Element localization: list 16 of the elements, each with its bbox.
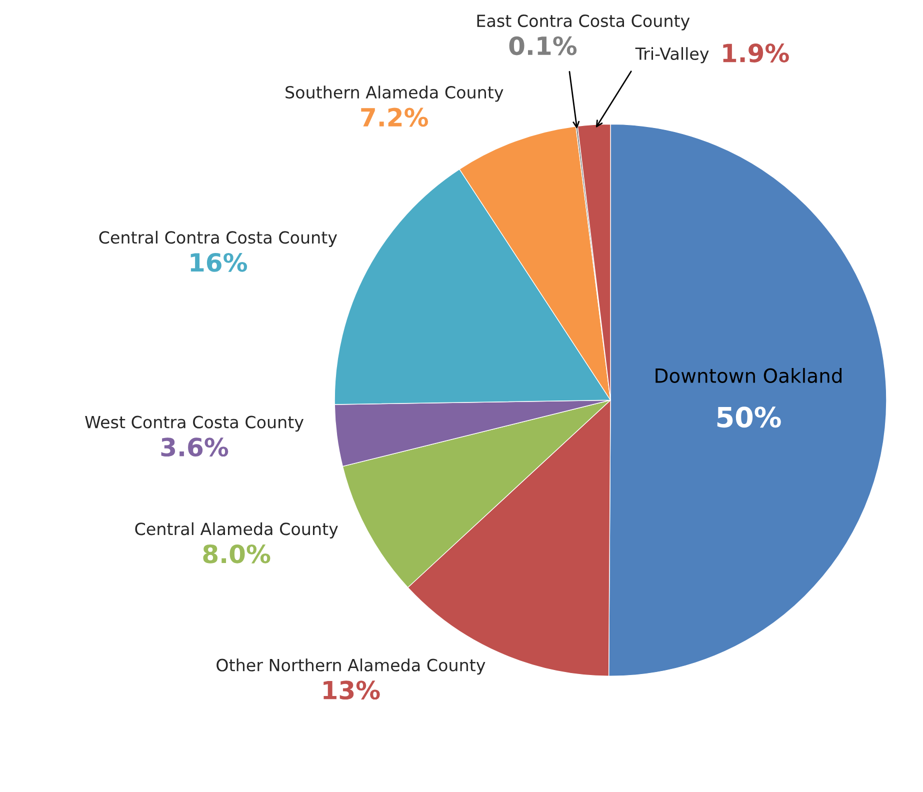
slice-label: Central Alameda County [135, 522, 338, 538]
data-label: 3.6% [161, 438, 228, 457]
data-label: 50% [717, 406, 781, 428]
slice-label: Central Contra Costa County [99, 230, 338, 247]
data-label: 0.1% [509, 36, 577, 56]
data-label: 16% [190, 252, 248, 272]
slice-label: Downtown Oakland [656, 368, 842, 384]
data-label: 7.2% [361, 108, 428, 127]
slice-label: Other Northern Alameda County [216, 658, 486, 675]
slice-label: Southern Alameda County [286, 86, 504, 102]
slice-label: East Contra Costa County [477, 14, 690, 30]
data-label: 8.0% [203, 544, 270, 564]
slice-label: West Contra Costa County [85, 416, 304, 432]
data-label: 13% [324, 680, 380, 700]
data-label: 1.9% [723, 44, 789, 62]
slice-label: Tri-Valley [635, 47, 709, 64]
